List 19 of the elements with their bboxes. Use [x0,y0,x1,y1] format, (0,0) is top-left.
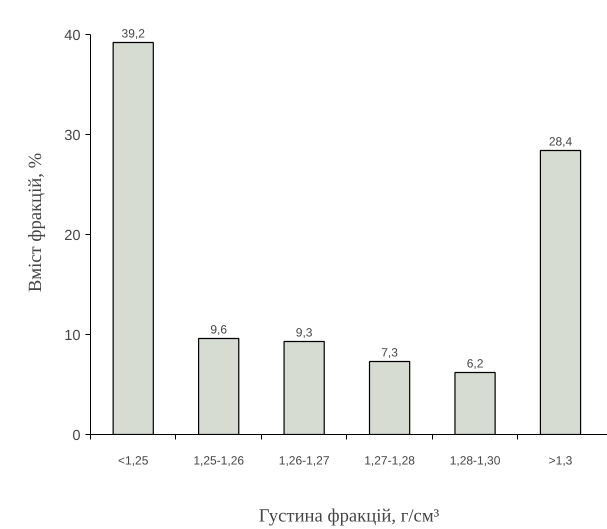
data-label: 9,6 [210,322,228,336]
data-label: 7,3 [381,346,398,360]
data-label: 28,4 [548,134,573,148]
x-tick-label: 1,25-1,26 [193,454,244,468]
x-tick-label: 1,27-1,28 [364,454,416,468]
y-tick-label: 30 [64,128,81,144]
x-tick-label: >1,3 [548,454,573,468]
data-label: 39,2 [122,26,146,40]
y-tick-label: 10 [64,328,81,344]
x-axis-title: Густина фракцій, г/см³ [258,506,440,526]
x-tick-label: 1,26-1,27 [278,454,330,468]
x-tick-label: 1,28-1,30 [450,454,501,468]
y-tick-label: 20 [64,228,81,244]
data-label: 9,3 [296,326,313,340]
data-label: 6,2 [466,356,484,370]
y-tick-label: 40 [64,28,81,44]
x-tick-label: <1,25 [118,454,149,468]
y-tick-label: 0 [72,428,81,444]
y-axis-title: Вміст фракцій, % [25,152,46,292]
